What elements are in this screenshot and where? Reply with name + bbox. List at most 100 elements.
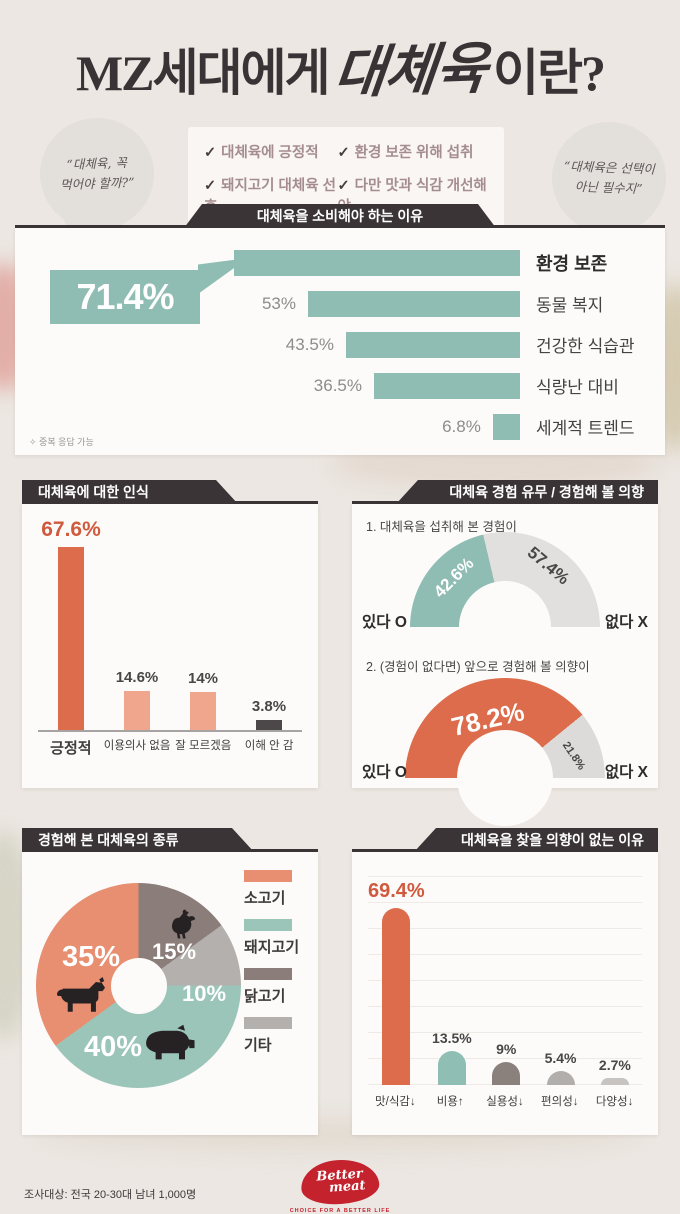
bar-column: 14.6% — [104, 669, 170, 730]
check-icon: ✓ — [204, 178, 217, 194]
bar-row: 6.8% 세계적 트렌드 — [15, 406, 665, 447]
perception-chart: 67.6% 14.6% 14% 3.8% 긍정적 이용의사 없음 잘 모르겠음 … — [22, 504, 318, 788]
bar-value: 14.6% — [115, 668, 159, 686]
brand-logo: Better meat CHOICE FOR A BETTER LIFE — [275, 1157, 405, 1214]
banner-label: 대체육 경험 유무 / 경험해 볼 의향 — [396, 480, 658, 504]
donut-pie: 35% 15% 10% 40% — [36, 883, 241, 1088]
bar-label: 긍정적 — [50, 740, 92, 757]
bar-label: 잘 모르겠음 — [175, 740, 232, 752]
banner-no-intent: 대체육을 찾을 의향이 없는 이유 — [352, 828, 658, 852]
legend-item: 돼지고기 — [244, 919, 299, 957]
legend-label: 기타 — [244, 1037, 272, 1054]
bar-label: 세계적 트렌드 — [536, 419, 635, 438]
bar-value: 13.5% — [432, 1029, 472, 1046]
bar-column: 69.4% — [368, 880, 425, 1085]
checklist-item: ✓ 대체육에 긍정적 — [204, 145, 319, 161]
legend-item: 소고기 — [244, 870, 299, 908]
gauge-no-label: 없다 X — [604, 614, 648, 631]
slice-value-pork: 40% — [84, 1031, 143, 1063]
logo-blob: Better meat — [299, 1157, 381, 1207]
gauge-no-value: 21.8% — [559, 739, 588, 773]
gauge-yes-label: 있다 O — [362, 614, 407, 631]
section-experienced-types: 경험해 본 대체육의 종류 35% 15% 10% 40% 소고기 — [22, 828, 318, 1135]
banner-label: 대체육에 대한 인식 — [22, 480, 238, 504]
gauge-hole — [459, 581, 551, 673]
bubble-right-line2: 아닌 필수지” — [574, 178, 643, 197]
bar-label: 식량난 대비 — [536, 378, 619, 397]
bar-environment — [234, 249, 520, 276]
bar-value: 9% — [496, 1041, 517, 1058]
bar-positive — [58, 547, 84, 730]
gauge-hole — [457, 730, 553, 826]
slice-value-chicken: 15% — [152, 939, 197, 964]
bar-taste — [382, 908, 411, 1085]
bar-label: 동물 복지 — [536, 296, 604, 315]
bar-healthy-diet — [346, 331, 520, 358]
check-icon: ✓ — [337, 178, 350, 194]
banner-experience: 대체육 경험 유무 / 경험해 볼 의향 — [352, 480, 658, 504]
title-highlight: 대체육 — [330, 35, 490, 107]
bar-column: 13.5% — [425, 1030, 479, 1085]
rooster-icon — [171, 909, 196, 939]
bar-no-intent — [124, 690, 150, 730]
bar-label: 맛/식감↓ — [375, 1096, 416, 1108]
bar-label: 건강한 식습관 — [536, 337, 635, 356]
chart-note: ✧ 중복 응답 가능 — [29, 437, 94, 447]
gauge-no-label: 없다 X — [604, 764, 648, 781]
types-pie-chart: 35% 15% 10% 40% 소고기 돼지고기 — [22, 852, 318, 1135]
bar-value: 6.8% — [442, 416, 481, 436]
bar-label: 편의성↓ — [541, 1096, 579, 1108]
cow-icon — [56, 977, 106, 1012]
gauge-experience: 42.6% 57.4% 있다 O 없다 X — [352, 532, 658, 673]
check-icon: ✓ — [337, 145, 350, 161]
bar-value: 14% — [187, 670, 219, 688]
legend-chip — [244, 919, 292, 931]
bar-label: 환경 보존 — [536, 253, 608, 274]
bar-value: 69.4% — [368, 880, 425, 903]
bar-food-shortage — [374, 372, 520, 399]
bubble-left-line2: 먹어야 할까?” — [59, 174, 135, 193]
bar-row: 환경 보존 — [15, 242, 665, 283]
bar-label: 이해 안 감 — [244, 740, 294, 752]
bar-row: 53% 동물 복지 — [15, 283, 665, 324]
legend-chip — [244, 1017, 292, 1029]
pig-icon — [146, 1024, 195, 1060]
top-value-callout: 71.4% — [50, 270, 200, 324]
bar-column: 3.8% — [236, 698, 302, 730]
section-perception: 대체육에 대한 인식 67.6% 14.6% 14% 3.8% 긍정적 이용의사… — [22, 480, 318, 788]
page-title: MZ세대에게 대체육 이란? — [0, 26, 680, 107]
slice-value-other: 10% — [182, 981, 227, 1006]
gauge-question-2: 2. (경험이 없다면) 앞으로 경험해 볼 의향이 — [366, 660, 590, 674]
legend-item: 닭고기 — [244, 968, 299, 1006]
bar-column: 14% — [170, 670, 236, 730]
gauge-no-value: 57.4% — [523, 542, 573, 589]
check-icon: ✓ — [204, 145, 217, 161]
legend-chip — [244, 870, 292, 882]
bar-label: 실용성↓ — [486, 1096, 524, 1108]
bar-value: 43.5% — [285, 334, 334, 354]
bar-value: 53% — [261, 293, 296, 313]
bar-column: 5.4% — [533, 1050, 587, 1085]
bar-column: 9% — [479, 1041, 533, 1085]
bar-value: 5.4% — [544, 1050, 577, 1067]
legend-label: 소고기 — [244, 890, 286, 907]
title-prefix: MZ세대에게 — [75, 45, 331, 101]
consume-reasons-chart: 환경 보존 53% 동물 복지 43.5% 건강한 식습관 36.5% 식량난 … — [15, 228, 665, 455]
semicircle-gauge: 42.6% 57.4% — [410, 532, 600, 673]
bar-label: 다양성↓ — [595, 1096, 634, 1108]
section-experience: 대체육 경험 유무 / 경험해 볼 의향 1. 대체육을 섭취해 본 경험이 4… — [352, 480, 658, 826]
bar-value: 2.7% — [598, 1057, 631, 1074]
pie-legend: 소고기 돼지고기 닭고기 기타 — [244, 870, 299, 1066]
bar-column: 67.6% — [38, 518, 104, 730]
bar-dont-understand — [256, 719, 282, 730]
legend-chip — [244, 968, 292, 980]
banner-consume-reasons: 대체육을 소비해야 하는 이유 — [15, 204, 665, 228]
bubble-left-line1: “대체육, 꼭 — [66, 154, 128, 173]
legend-item: 기타 — [244, 1017, 299, 1055]
logo-text-line2: meat — [328, 1178, 367, 1196]
bar-label: 이용의사 없음 — [103, 740, 171, 752]
no-intent-chart: 69.4% 13.5% 9% 5.4% 2.7% 맛/식감↓ 비용↑ — [352, 852, 658, 1135]
bar-variety — [600, 1078, 629, 1085]
semicircle-gauge: 78.2% 21.8% — [405, 678, 605, 826]
